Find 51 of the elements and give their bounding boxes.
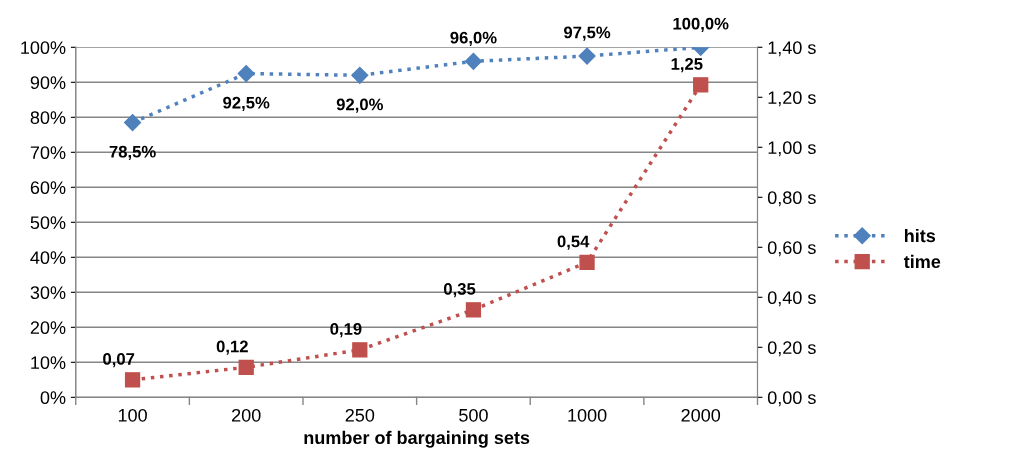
legend-label: hits: [904, 228, 936, 243]
y-tick-label: 100%: [21, 41, 66, 55]
y-tick-label: 80%: [30, 111, 66, 125]
point: [238, 359, 254, 375]
data-label: 1,25: [671, 58, 703, 73]
point: [124, 372, 141, 388]
x-tick-label: 250: [345, 408, 375, 422]
point: [465, 302, 482, 318]
y-tick-label: 20%: [30, 321, 66, 335]
y-tick-label: 10%: [31, 356, 66, 370]
data-label: 0,19: [330, 323, 362, 338]
data-label: 92,0%: [336, 98, 383, 113]
y2-tick-label: 0,20 s: [767, 341, 816, 357]
y-tick-label: 50%: [30, 216, 66, 230]
point: [351, 66, 369, 84]
y-tick-label: 0%: [40, 391, 66, 405]
y2-tick-label: 0,40 s: [767, 291, 816, 307]
y-tick-label: 40%: [30, 251, 66, 265]
point: [352, 342, 368, 358]
legend-label: time: [903, 254, 941, 269]
data-label: 0,35: [443, 283, 476, 298]
x-tick-label: 100: [118, 408, 147, 422]
data-label: 92,5%: [223, 96, 270, 111]
y2-tick-label: 0,00 s: [767, 391, 816, 407]
y-tick-label: 70%: [30, 146, 66, 160]
data-label: 100,0%: [673, 17, 729, 32]
x-axis-title: number of bargaining sets: [304, 430, 530, 448]
y-tick-label: 60%: [30, 181, 66, 195]
data-label: 96,0%: [450, 31, 497, 46]
x-tick-label: 1000: [568, 408, 607, 422]
data-label: 0,07: [103, 353, 135, 368]
data-label: 0,12: [216, 340, 248, 355]
y2-tick-label: 1,00 s: [768, 141, 816, 157]
data-label: 0,54: [557, 235, 590, 250]
point: [237, 64, 255, 83]
point: [693, 77, 709, 93]
point: [579, 254, 595, 270]
point: [124, 114, 142, 132]
y2-tick-label: 0,80 s: [767, 191, 816, 207]
y-tick-label: 90%: [30, 76, 66, 90]
y2-tick-label: 1,20 s: [768, 91, 816, 107]
data-label: 78,5%: [109, 145, 156, 160]
data-label: 97,5%: [564, 26, 611, 41]
y2-tick-label: 0,60 s: [767, 241, 816, 257]
point: [464, 52, 482, 70]
x-tick-label: 500: [459, 408, 488, 422]
x-tick-label: 200: [232, 408, 261, 422]
y-tick-label: 30%: [30, 286, 66, 300]
y2-tick-label: 1,40 s: [768, 41, 816, 57]
point: [578, 47, 596, 65]
x-tick-label: 2000: [681, 408, 721, 422]
